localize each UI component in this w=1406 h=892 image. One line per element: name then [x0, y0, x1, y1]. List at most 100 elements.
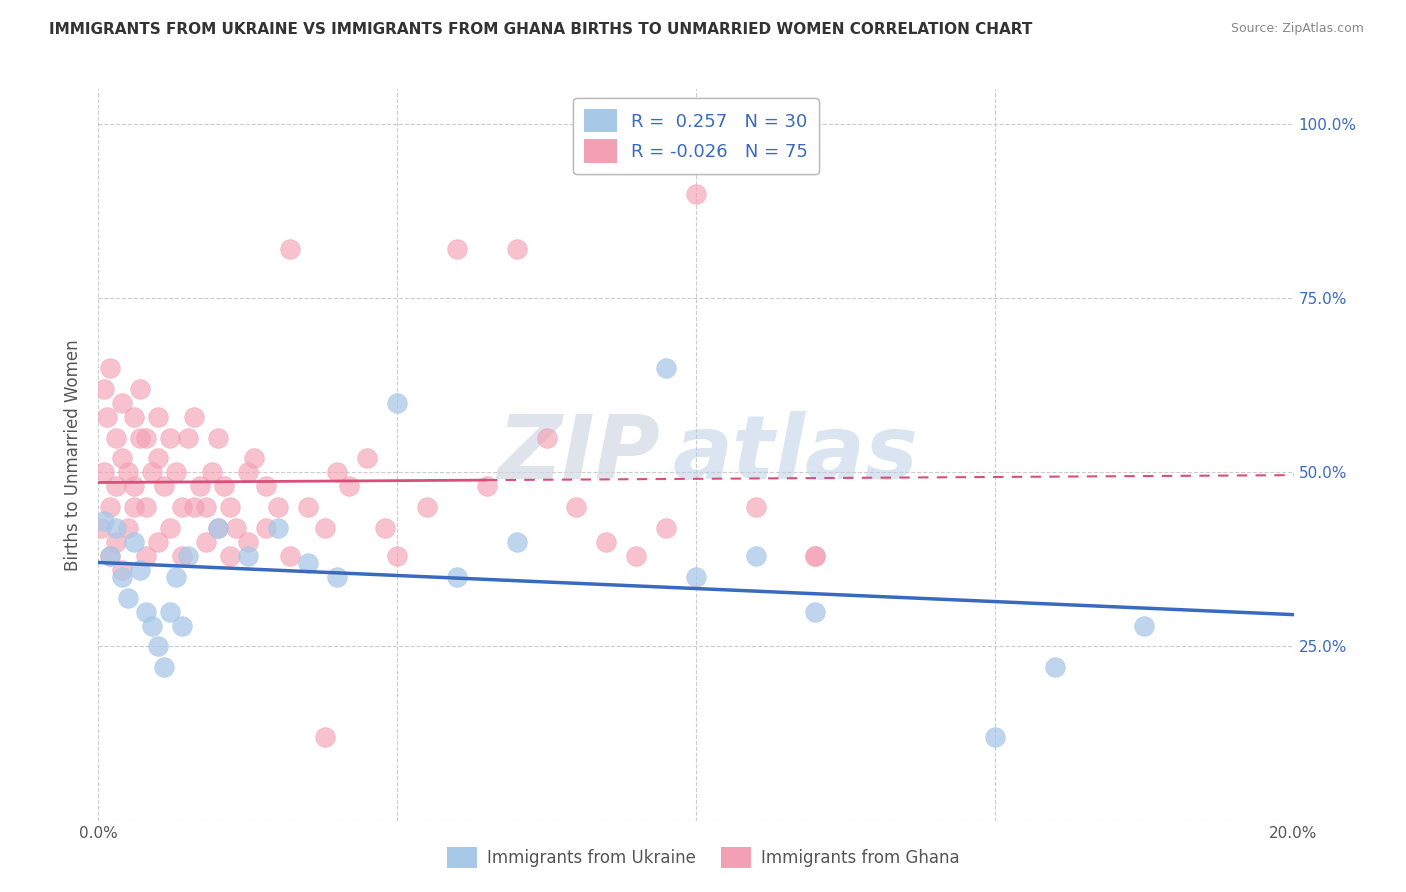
- Point: [105, 535, 128, 549]
- Point: [207, 521, 229, 535]
- Point: [506, 243, 529, 257]
- Point: [124, 500, 146, 515]
- Point: [93, 382, 115, 396]
- Point: [225, 521, 247, 535]
- Legend: R =  0.257   N = 30, R = -0.026   N = 75: R = 0.257 N = 30, R = -0.026 N = 75: [574, 98, 818, 174]
- Point: [117, 591, 139, 605]
- Point: [326, 466, 349, 480]
- Point: [153, 660, 176, 674]
- Point: [207, 430, 229, 444]
- Text: atlas: atlas: [672, 411, 918, 499]
- Point: [1133, 618, 1156, 632]
- Point: [254, 479, 277, 493]
- Text: IMMIGRANTS FROM UKRAINE VS IMMIGRANTS FROM GHANA BIRTHS TO UNMARRIED WOMEN CORRE: IMMIGRANTS FROM UKRAINE VS IMMIGRANTS FR…: [49, 22, 1032, 37]
- Point: [315, 521, 337, 535]
- Point: [183, 409, 205, 424]
- Point: [326, 570, 349, 584]
- Point: [117, 466, 139, 480]
- Point: [135, 605, 157, 619]
- Point: [159, 521, 181, 535]
- Point: [129, 382, 152, 396]
- Point: [278, 243, 301, 257]
- Point: [1043, 660, 1066, 674]
- Point: [195, 500, 218, 515]
- Point: [446, 570, 468, 584]
- Point: [172, 500, 194, 515]
- Point: [172, 549, 194, 563]
- Point: [804, 549, 827, 563]
- Point: [536, 430, 558, 444]
- Point: [207, 521, 229, 535]
- Point: [165, 466, 187, 480]
- Point: [98, 549, 122, 563]
- Point: [111, 563, 134, 577]
- Point: [124, 535, 146, 549]
- Point: [745, 500, 768, 515]
- Point: [135, 500, 157, 515]
- Point: [177, 549, 200, 563]
- Point: [254, 521, 277, 535]
- Point: [278, 549, 301, 563]
- Point: [141, 466, 163, 480]
- Point: [655, 521, 678, 535]
- Y-axis label: Births to Unmarried Women: Births to Unmarried Women: [65, 339, 83, 571]
- Point: [267, 500, 290, 515]
- Point: [745, 549, 768, 563]
- Point: [111, 395, 134, 409]
- Point: [165, 570, 187, 584]
- Point: [655, 360, 678, 375]
- Point: [236, 466, 259, 480]
- Point: [595, 535, 617, 549]
- Point: [90, 521, 112, 535]
- Point: [93, 514, 115, 528]
- Point: [236, 535, 259, 549]
- Point: [243, 451, 266, 466]
- Point: [297, 500, 319, 515]
- Point: [117, 521, 139, 535]
- Point: [111, 570, 134, 584]
- Point: [385, 549, 409, 563]
- Point: [172, 618, 194, 632]
- Point: [374, 521, 396, 535]
- Point: [446, 243, 468, 257]
- Point: [153, 479, 176, 493]
- Point: [236, 549, 259, 563]
- Point: [96, 409, 118, 424]
- Point: [148, 451, 170, 466]
- Point: [129, 563, 152, 577]
- Point: [98, 360, 122, 375]
- Point: [506, 535, 529, 549]
- Point: [129, 430, 152, 444]
- Point: [212, 479, 235, 493]
- Point: [565, 500, 588, 515]
- Point: [159, 430, 181, 444]
- Point: [105, 479, 128, 493]
- Point: [159, 605, 181, 619]
- Point: [141, 618, 163, 632]
- Point: [685, 186, 707, 201]
- Point: [804, 605, 827, 619]
- Point: [177, 430, 200, 444]
- Point: [124, 409, 146, 424]
- Point: [188, 479, 211, 493]
- Point: [475, 479, 498, 493]
- Legend: Immigrants from Ukraine, Immigrants from Ghana: Immigrants from Ukraine, Immigrants from…: [440, 840, 966, 875]
- Point: [105, 521, 128, 535]
- Point: [105, 430, 128, 444]
- Point: [135, 549, 157, 563]
- Point: [148, 640, 170, 654]
- Point: [135, 430, 157, 444]
- Point: [111, 451, 134, 466]
- Point: [356, 451, 378, 466]
- Text: ZIP: ZIP: [498, 411, 661, 499]
- Point: [183, 500, 205, 515]
- Point: [98, 549, 122, 563]
- Point: [148, 535, 170, 549]
- Point: [93, 466, 115, 480]
- Point: [219, 500, 242, 515]
- Point: [148, 409, 170, 424]
- Point: [626, 549, 648, 563]
- Point: [984, 730, 1007, 744]
- Point: [201, 466, 224, 480]
- Point: [685, 570, 707, 584]
